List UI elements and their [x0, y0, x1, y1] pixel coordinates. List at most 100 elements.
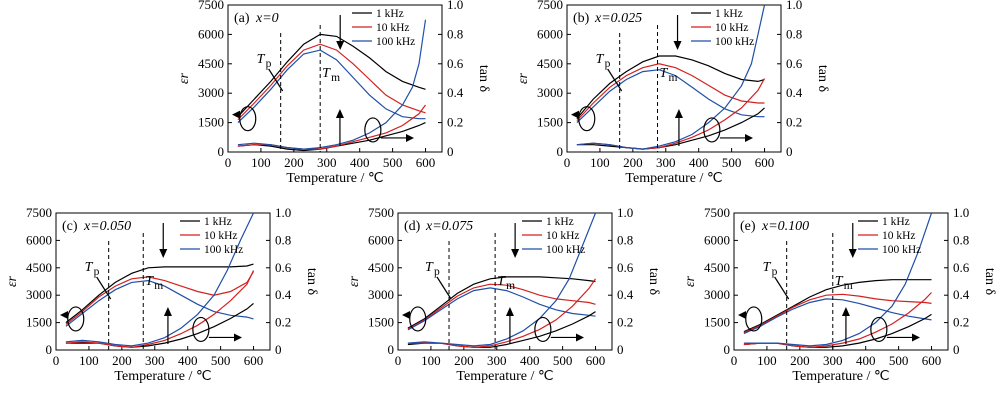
x-tick-label: 400 — [520, 353, 540, 368]
series-line-1khz-left — [743, 279, 932, 333]
y-tick-label: 1500 — [704, 315, 730, 330]
y-tick-label: 4500 — [198, 56, 224, 71]
y2-tick-label: 0.2 — [275, 315, 291, 330]
y2-tick-label: 1.0 — [275, 205, 291, 220]
tp-label: T — [596, 52, 605, 67]
tp-pointer-arrow — [436, 276, 452, 300]
y2-tick-label: 0.8 — [275, 232, 291, 247]
legend-entry: 10 kHz — [204, 230, 238, 242]
legend-entry: 1 kHz — [882, 216, 910, 228]
tm-label: T — [660, 66, 669, 81]
series-line-1khz-left — [576, 55, 765, 120]
y-tick-label: 7500 — [368, 205, 394, 220]
y2-tick-label: 1.0 — [447, 0, 463, 12]
right-axis-ellipse — [364, 117, 382, 143]
panel-label: (b) — [573, 11, 590, 26]
x-tick-label: 300 — [317, 155, 337, 170]
y-tick-label: 0 — [388, 342, 395, 357]
arrowhead — [674, 109, 683, 118]
series-line-100khz-right — [407, 213, 597, 347]
arrowhead — [745, 133, 754, 142]
x-tick-label: 0 — [731, 353, 738, 368]
tp-subscript: p — [605, 58, 611, 70]
y2-tick-label: 0.2 — [447, 115, 463, 130]
arrowhead — [912, 333, 921, 342]
y-tick-label: 3000 — [537, 85, 563, 100]
y-tick-label: 7500 — [198, 0, 224, 12]
x-tick-label: 200 — [790, 353, 810, 368]
y2-tick-label: 0 — [786, 144, 793, 159]
composition-label: x=0.050 — [83, 219, 131, 234]
arrowhead — [738, 310, 746, 319]
x-tick-label: 0 — [53, 353, 60, 368]
series-line-100khz-left — [65, 279, 254, 327]
y-tick-label: 0 — [724, 342, 731, 357]
y2-tick-label: 0.2 — [617, 315, 633, 330]
x-axis-title: Temperature / ℃ — [114, 369, 211, 384]
x-tick-label: 300 — [656, 155, 676, 170]
series-line-1khz-right — [237, 122, 426, 152]
plot-frame — [55, 212, 271, 351]
series-line-10khz-left — [576, 63, 765, 122]
y2-axis-title: tan δ — [982, 268, 997, 296]
series-line-100khz-right — [237, 19, 427, 150]
composition-label: x=0.100 — [761, 219, 809, 234]
series-line-1khz-right — [576, 107, 765, 150]
plot-frame — [733, 212, 949, 351]
y2-tick-label: 0.4 — [617, 287, 634, 302]
series-line-10khz-right — [65, 270, 255, 348]
x-tick-label: 500 — [722, 155, 742, 170]
right-axis-ellipse — [870, 316, 888, 343]
y-tick-label: 6000 — [704, 232, 730, 247]
y2-tick-label: 0.2 — [953, 315, 969, 330]
y2-tick-label: 0.6 — [617, 260, 634, 275]
y2-tick-label: 0.4 — [275, 287, 292, 302]
tm-subscript: m — [331, 72, 340, 84]
y-axis-title: εr — [516, 72, 531, 84]
y-tick-label: 6000 — [537, 26, 563, 41]
y-tick-label: 0 — [218, 144, 225, 159]
panel-label: (a) — [234, 11, 250, 26]
legend-entry: 10 kHz — [715, 22, 749, 34]
x-tick-label: 400 — [856, 353, 876, 368]
composition-label: x=0 — [255, 11, 279, 26]
arrowhead — [159, 249, 168, 258]
x-tick-label: 600 — [416, 155, 436, 170]
legend-entry: 100 kHz — [546, 244, 585, 256]
tp-pointer-arrow — [268, 68, 284, 92]
y-tick-label: 3000 — [26, 287, 52, 302]
y2-tick-label: 0.4 — [447, 85, 464, 100]
tp-pointer-arrow — [607, 68, 623, 92]
composition-label: x=0.025 — [594, 11, 642, 26]
series-line-100khz-right — [743, 213, 933, 347]
left-axis-ellipse — [578, 106, 596, 132]
y-tick-label: 4500 — [26, 260, 52, 275]
tp-subscript: p — [434, 266, 440, 278]
series-line-10khz-left — [743, 293, 932, 334]
legend-entry: 1 kHz — [376, 8, 404, 20]
left-axis-ellipse — [239, 106, 257, 132]
tp-subscript: p — [772, 266, 778, 278]
y2-tick-label: 0 — [617, 342, 624, 357]
legend-entry: 10 kHz — [546, 230, 580, 242]
plot-frame — [397, 212, 613, 351]
tp-subscript: p — [266, 58, 272, 70]
arrowhead — [841, 307, 850, 316]
y-tick-label: 4500 — [537, 56, 563, 71]
y-tick-label: 1500 — [198, 115, 224, 130]
legend-entry: 100 kHz — [204, 244, 243, 256]
x-tick-label: 600 — [244, 353, 264, 368]
arrowhead — [402, 310, 410, 319]
tm-subscript: m — [669, 72, 678, 84]
y2-tick-label: 0.4 — [953, 287, 970, 302]
y2-tick-label: 0.8 — [617, 232, 633, 247]
legend-entry: 10 kHz — [376, 22, 410, 34]
composition-label: x=0.075 — [425, 219, 473, 234]
series-line-1khz-right — [407, 311, 596, 348]
y-axis-title: εr — [5, 275, 20, 287]
left-axis-ellipse — [67, 306, 85, 332]
legend-entry: 10 kHz — [882, 230, 916, 242]
arrowhead — [673, 41, 682, 50]
chart-panel-5: 0 100 200 300 400 500 600015003000450060007500… — [683, 205, 997, 384]
